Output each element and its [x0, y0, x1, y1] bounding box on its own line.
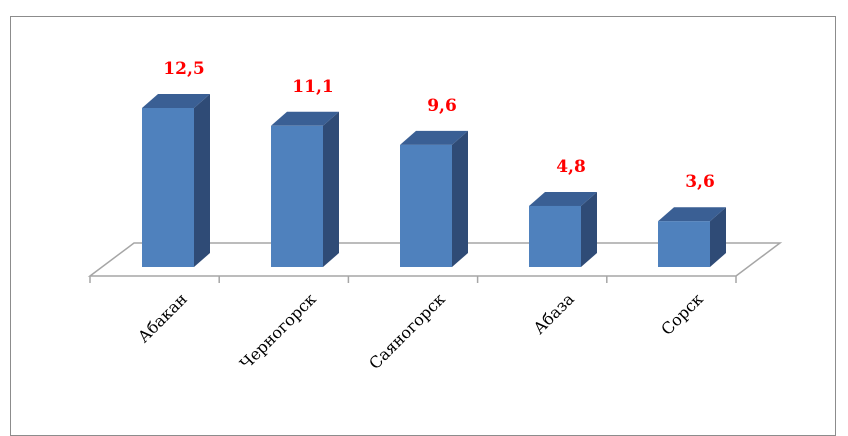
category-label: Саяногорск — [365, 289, 449, 373]
bar-side — [452, 130, 468, 267]
bar-chart: 12,5 11,1 9,6 4,8 3,6 Абакан Черногорск Саяног… — [87, 59, 783, 373]
data-label: 4,8 — [556, 157, 586, 177]
category-label: Сорск — [657, 289, 707, 339]
bar-front — [271, 125, 323, 267]
bar-1 — [142, 94, 210, 267]
bar-side — [323, 111, 339, 267]
bar-4 — [529, 191, 597, 267]
bar-top — [658, 207, 726, 222]
bar-side — [194, 94, 210, 267]
category-label: Черногорск — [236, 289, 320, 373]
data-labels: 12,5 11,1 9,6 4,8 3,6 — [163, 59, 714, 192]
bar-top — [271, 111, 339, 126]
bar-top — [142, 94, 210, 108]
category-axis: Абакан Черногорск Саяногорск Абаза Сорск — [134, 289, 707, 373]
category-label: Абакан — [134, 289, 191, 346]
data-label: 3,6 — [685, 172, 715, 192]
data-label: 11,1 — [292, 77, 333, 97]
bar-front — [142, 108, 194, 267]
bar-3 — [400, 130, 468, 267]
bar-5 — [658, 207, 726, 267]
bar-top — [529, 191, 597, 206]
bar-top — [400, 130, 468, 145]
bar-side — [710, 207, 726, 267]
bar-series — [142, 94, 726, 267]
bar-front — [658, 221, 710, 267]
data-label: 12,5 — [163, 59, 204, 79]
bar-2 — [271, 111, 339, 267]
bar-front — [400, 144, 452, 267]
bar-side — [581, 191, 597, 267]
category-label: Абаза — [529, 289, 578, 338]
data-label: 9,6 — [427, 96, 457, 116]
bar-front — [529, 205, 581, 267]
